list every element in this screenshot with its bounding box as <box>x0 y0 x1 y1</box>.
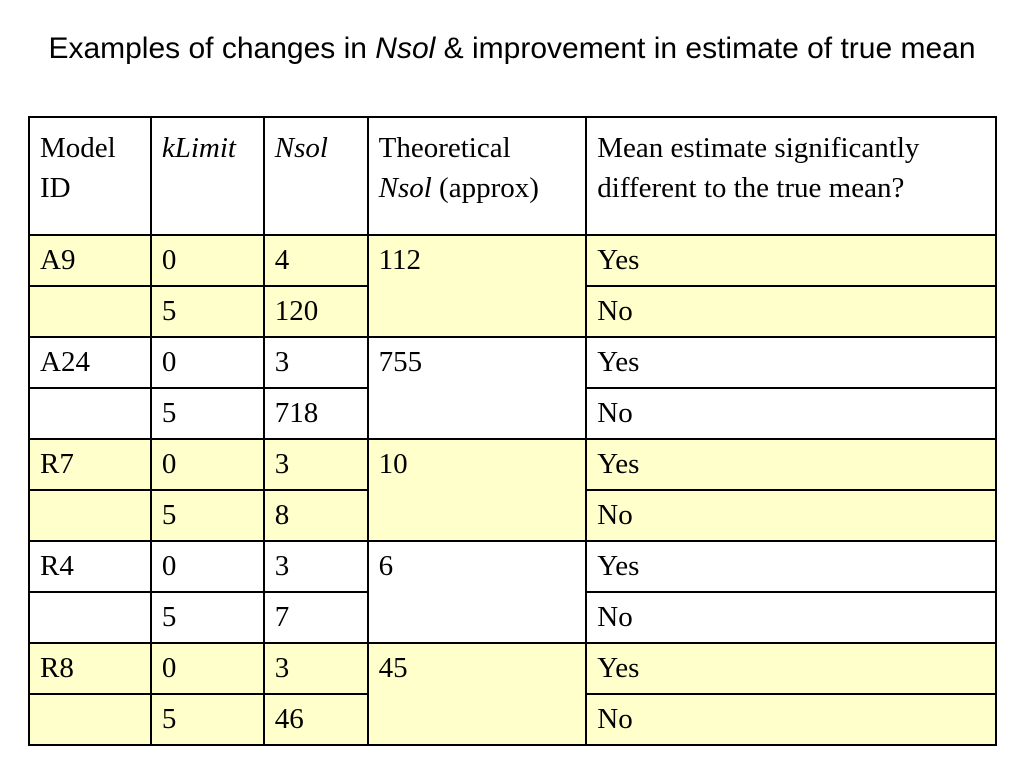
table-header-row: Model ID kLimit Nsol Theoretical Nsol (ap… <box>28 116 997 236</box>
table-row: R8 0 3 45 Yes <box>28 642 997 746</box>
table-row: 5 718 No <box>28 387 997 440</box>
cell-mean-estimate: No <box>585 387 997 440</box>
cell-klimit: 5 <box>149 387 265 440</box>
header-theoretical-rest: (approx) <box>431 172 539 204</box>
cell-mean-estimate: Yes <box>585 642 997 695</box>
cell-mean-estimate: No <box>585 591 997 644</box>
cell-klimit: 5 <box>149 591 265 644</box>
cell-nsol: 3 <box>262 438 369 491</box>
cell-klimit: 0 <box>149 642 265 695</box>
cell-model-id: R4 <box>28 540 152 593</box>
cell-nsol: 3 <box>262 336 369 389</box>
cell-theoretical-nsol: 112 <box>366 234 588 338</box>
cell-nsol: 3 <box>262 642 369 695</box>
header-nsol: Nsol <box>262 116 369 236</box>
cell-klimit: 5 <box>149 693 265 746</box>
cell-mean-estimate: No <box>585 489 997 542</box>
cell-nsol: 3 <box>262 540 369 593</box>
title-italic-nsol: Nsol <box>375 32 436 65</box>
header-mean-estimate: Mean estimate significantly different to… <box>585 116 997 236</box>
cell-model-id <box>28 489 152 542</box>
slide-title: Examples of changes in Nsol & improvemen… <box>0 30 1024 68</box>
header-theoretical-line1: Theoretical <box>378 132 511 164</box>
cell-mean-estimate: No <box>585 693 997 746</box>
cell-theoretical-nsol: 755 <box>366 336 588 440</box>
table-row: A9 0 4 112 Yes <box>28 234 997 338</box>
cell-mean-estimate: Yes <box>585 234 997 287</box>
cell-mean-estimate: No <box>585 285 997 338</box>
cell-mean-estimate: Yes <box>585 540 997 593</box>
title-text-2: & improvement in estimate of true mean <box>435 32 976 65</box>
cell-theoretical-nsol: 6 <box>366 540 588 644</box>
cell-nsol: 46 <box>262 693 369 746</box>
title-text-1: Examples of changes in <box>48 32 376 65</box>
results-table: Model ID kLimit Nsol Theoretical Nsol (ap… <box>28 116 997 746</box>
table-body: A9 0 4 112 Yes 5 120 No A24 0 3 755 Yes 5 718 No R7 0 3 10 Y… <box>28 234 997 746</box>
table-row: 5 120 No <box>28 285 997 338</box>
cell-model-id: A24 <box>28 336 152 389</box>
table-row: 5 46 No <box>28 693 997 746</box>
cell-model-id <box>28 693 152 746</box>
header-theoretical-italic: Nsol <box>378 172 432 204</box>
cell-mean-estimate: Yes <box>585 438 997 491</box>
cell-model-id: R8 <box>28 642 152 695</box>
cell-theoretical-nsol: 10 <box>366 438 588 542</box>
table-row: R7 0 3 10 Yes <box>28 438 997 542</box>
table-row: 5 7 No <box>28 591 997 644</box>
cell-klimit: 0 <box>149 540 265 593</box>
header-theoretical: Theoretical Nsol (approx) <box>366 116 588 236</box>
header-klimit: kLimit <box>149 116 265 236</box>
header-model-id: Model ID <box>28 116 152 236</box>
table-row: A24 0 3 755 Yes <box>28 336 997 440</box>
cell-nsol: 718 <box>262 387 369 440</box>
cell-theoretical-nsol: 45 <box>366 642 588 746</box>
cell-klimit: 5 <box>149 285 265 338</box>
cell-klimit: 0 <box>149 336 265 389</box>
cell-model-id: R7 <box>28 438 152 491</box>
table-row: R4 0 3 6 Yes <box>28 540 997 644</box>
cell-nsol: 7 <box>262 591 369 644</box>
cell-model-id: A9 <box>28 234 152 287</box>
cell-model-id <box>28 387 152 440</box>
cell-nsol: 4 <box>262 234 369 287</box>
cell-nsol: 8 <box>262 489 369 542</box>
cell-klimit: 5 <box>149 489 265 542</box>
cell-mean-estimate: Yes <box>585 336 997 389</box>
cell-klimit: 0 <box>149 438 265 491</box>
cell-model-id <box>28 285 152 338</box>
table-row: 5 8 No <box>28 489 997 542</box>
cell-klimit: 0 <box>149 234 265 287</box>
cell-model-id <box>28 591 152 644</box>
cell-nsol: 120 <box>262 285 369 338</box>
